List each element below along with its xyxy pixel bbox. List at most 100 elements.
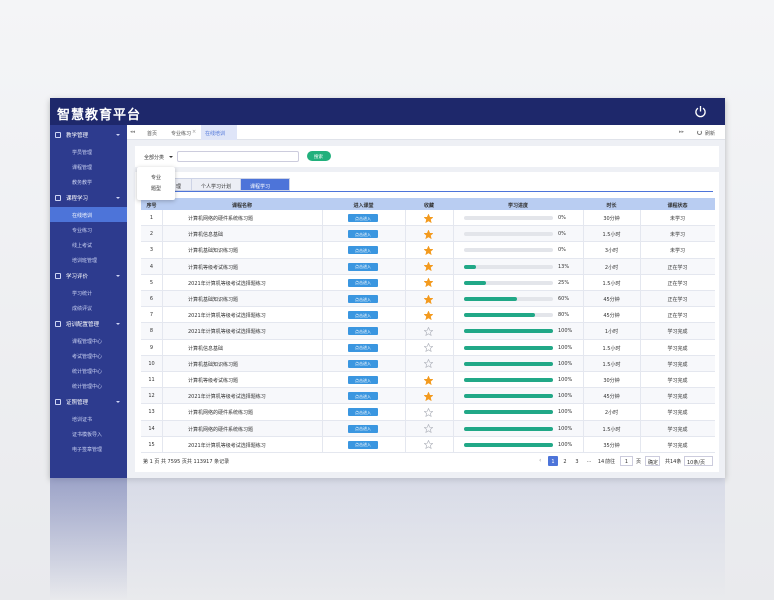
favorite-star[interactable]: [424, 440, 433, 450]
progress-label: 25%: [558, 279, 570, 286]
enter-button[interactable]: 点击进入: [348, 392, 378, 401]
page-input[interactable]: 1: [620, 456, 633, 466]
favorite-star[interactable]: [424, 343, 433, 353]
menu-item[interactable]: 统计管理中心: [50, 363, 127, 378]
menu-item-label: 证书模板导入: [72, 432, 103, 438]
progress-track: [464, 232, 553, 237]
menu-group[interactable]: 证照管理: [50, 394, 127, 410]
favorite-star[interactable]: [424, 359, 433, 369]
favorite-star[interactable]: [424, 310, 433, 320]
sub-tab-label: 个人学习计划: [201, 184, 232, 190]
sub-tab[interactable]: 课程学习: [240, 178, 290, 191]
tab[interactable]: 首页: [143, 125, 165, 140]
cell-divider: [322, 274, 323, 291]
favorite-star[interactable]: [424, 424, 433, 434]
refresh-label[interactable]: 刷新: [705, 131, 716, 137]
power-button[interactable]: [694, 105, 707, 118]
favorite-star[interactable]: [424, 294, 433, 304]
menu-item-label: 课程管理中心: [72, 339, 103, 345]
enter-button[interactable]: 点击进入: [348, 246, 378, 255]
enter-button[interactable]: 点击进入: [348, 408, 378, 417]
menu-item[interactable]: 成绩评议: [50, 300, 127, 315]
enter-button[interactable]: 点击进入: [348, 327, 378, 336]
favorite-star[interactable]: [424, 375, 433, 385]
sub-tab[interactable]: 个人学习计划: [191, 178, 241, 191]
enter-button[interactable]: 点击进入: [348, 376, 378, 385]
column-header: 进入课堂: [353, 202, 374, 209]
enter-button[interactable]: 点击进入: [348, 278, 378, 287]
row-number: 15: [148, 441, 155, 448]
menu-item[interactable]: 学员管理: [50, 144, 127, 159]
search-input[interactable]: [177, 151, 299, 162]
page-button[interactable]: ···: [584, 456, 594, 466]
category-select[interactable]: 全部分类: [141, 151, 177, 162]
favorite-star[interactable]: [424, 391, 433, 401]
duration: 45分钟: [603, 297, 620, 304]
progress-label: 100%: [558, 425, 573, 432]
favorite-star[interactable]: [424, 407, 433, 417]
enter-button[interactable]: 点击进入: [348, 262, 378, 271]
menu-caret: [116, 275, 120, 277]
menu-item[interactable]: 培训证书: [50, 411, 127, 426]
duration: 1.5小时: [602, 426, 621, 433]
page-size-select[interactable]: 10条/页: [684, 456, 713, 466]
tab[interactable]: 在线培训: [201, 125, 237, 140]
cell-divider: [453, 420, 454, 437]
favorite-star[interactable]: [424, 262, 433, 272]
enter-button[interactable]: 点击进入: [348, 311, 378, 320]
menu-item[interactable]: 专业练习: [50, 222, 127, 237]
favorite-star[interactable]: [424, 326, 433, 336]
menu-item-label: 培训班管理: [72, 258, 98, 264]
menu-item[interactable]: 证书模板导入: [50, 426, 127, 441]
column-header: 课程状态: [667, 202, 688, 209]
menu-item[interactable]: 统计管理中心: [50, 378, 127, 393]
dropdown-option[interactable]: 专业: [151, 175, 162, 181]
menu-item[interactable]: 课程管理: [50, 159, 127, 174]
menu-group[interactable]: 培训配置管理: [50, 316, 127, 332]
menu-item-label: 统计管理中心: [72, 384, 103, 390]
menu-group[interactable]: 学习评价: [50, 268, 127, 284]
enter-button[interactable]: 点击进入: [348, 359, 378, 368]
page-button[interactable]: 2: [560, 456, 570, 466]
status: 学习完成: [667, 410, 688, 417]
menu-item[interactable]: 线上考试: [50, 237, 127, 252]
enter-button[interactable]: 点击进入: [348, 214, 378, 223]
menu-item[interactable]: 考试管理中心: [50, 348, 127, 363]
course-name: 2021年计算机等级考试选择题练习: [188, 442, 266, 449]
favorite-star[interactable]: [424, 245, 433, 255]
enter-button[interactable]: 点击进入: [348, 440, 378, 449]
menu-item[interactable]: 课程管理中心: [50, 333, 127, 348]
menu-item[interactable]: 教务教学: [50, 174, 127, 189]
menu-group[interactable]: 课程学习: [50, 190, 127, 206]
enter-button[interactable]: 点击进入: [348, 230, 378, 239]
confirm-button[interactable]: 确定: [645, 456, 660, 466]
progress-bar: [464, 297, 518, 302]
page-next[interactable]: ›: [608, 457, 611, 464]
page-button[interactable]: 3: [572, 456, 582, 466]
enter-button[interactable]: 点击进入: [348, 424, 378, 433]
refresh-icon: [697, 130, 702, 135]
tab[interactable]: 专业练习 ×: [167, 125, 199, 140]
menu-item[interactable]: 培训班管理: [50, 252, 127, 267]
sidebar: 教学管理 学员管理 课程管理 教务教学 课程学习 在线培训 专业练习 线上考试培训班管理学习评…: [50, 125, 127, 478]
search-button[interactable]: 搜索: [307, 151, 331, 161]
menu-item[interactable]: 电子签章管理: [50, 441, 127, 456]
page-button[interactable]: 14: [596, 456, 606, 466]
favorite-star[interactable]: [424, 213, 433, 223]
table-row: 1 计算机网络的硬件系统练习题 点击进入 0% 30分钟 未学习: [141, 210, 715, 227]
menu-item[interactable]: 学习统计: [50, 285, 127, 300]
favorite-star[interactable]: [424, 278, 433, 288]
page-button[interactable]: 1: [548, 456, 558, 466]
star-shape: [424, 375, 433, 385]
menu-group[interactable]: 教学管理: [50, 127, 127, 143]
menu-item[interactable]: 在线培训: [50, 207, 127, 222]
menu-caret: [116, 197, 120, 199]
dropdown-option[interactable]: 题型: [151, 186, 162, 192]
enter-button[interactable]: 点击进入: [348, 295, 378, 304]
favorite-star[interactable]: [424, 229, 433, 239]
table-row: 8 2021年计算机等级考试选择题练习 点击进入 100% 1小时 学习完成: [141, 323, 715, 340]
page-prev[interactable]: ‹: [539, 457, 542, 464]
enter-button[interactable]: 点击进入: [348, 343, 378, 352]
row-number: 10: [148, 360, 155, 367]
course-name: 2021年计算机等级考试选择题练习: [188, 394, 266, 401]
